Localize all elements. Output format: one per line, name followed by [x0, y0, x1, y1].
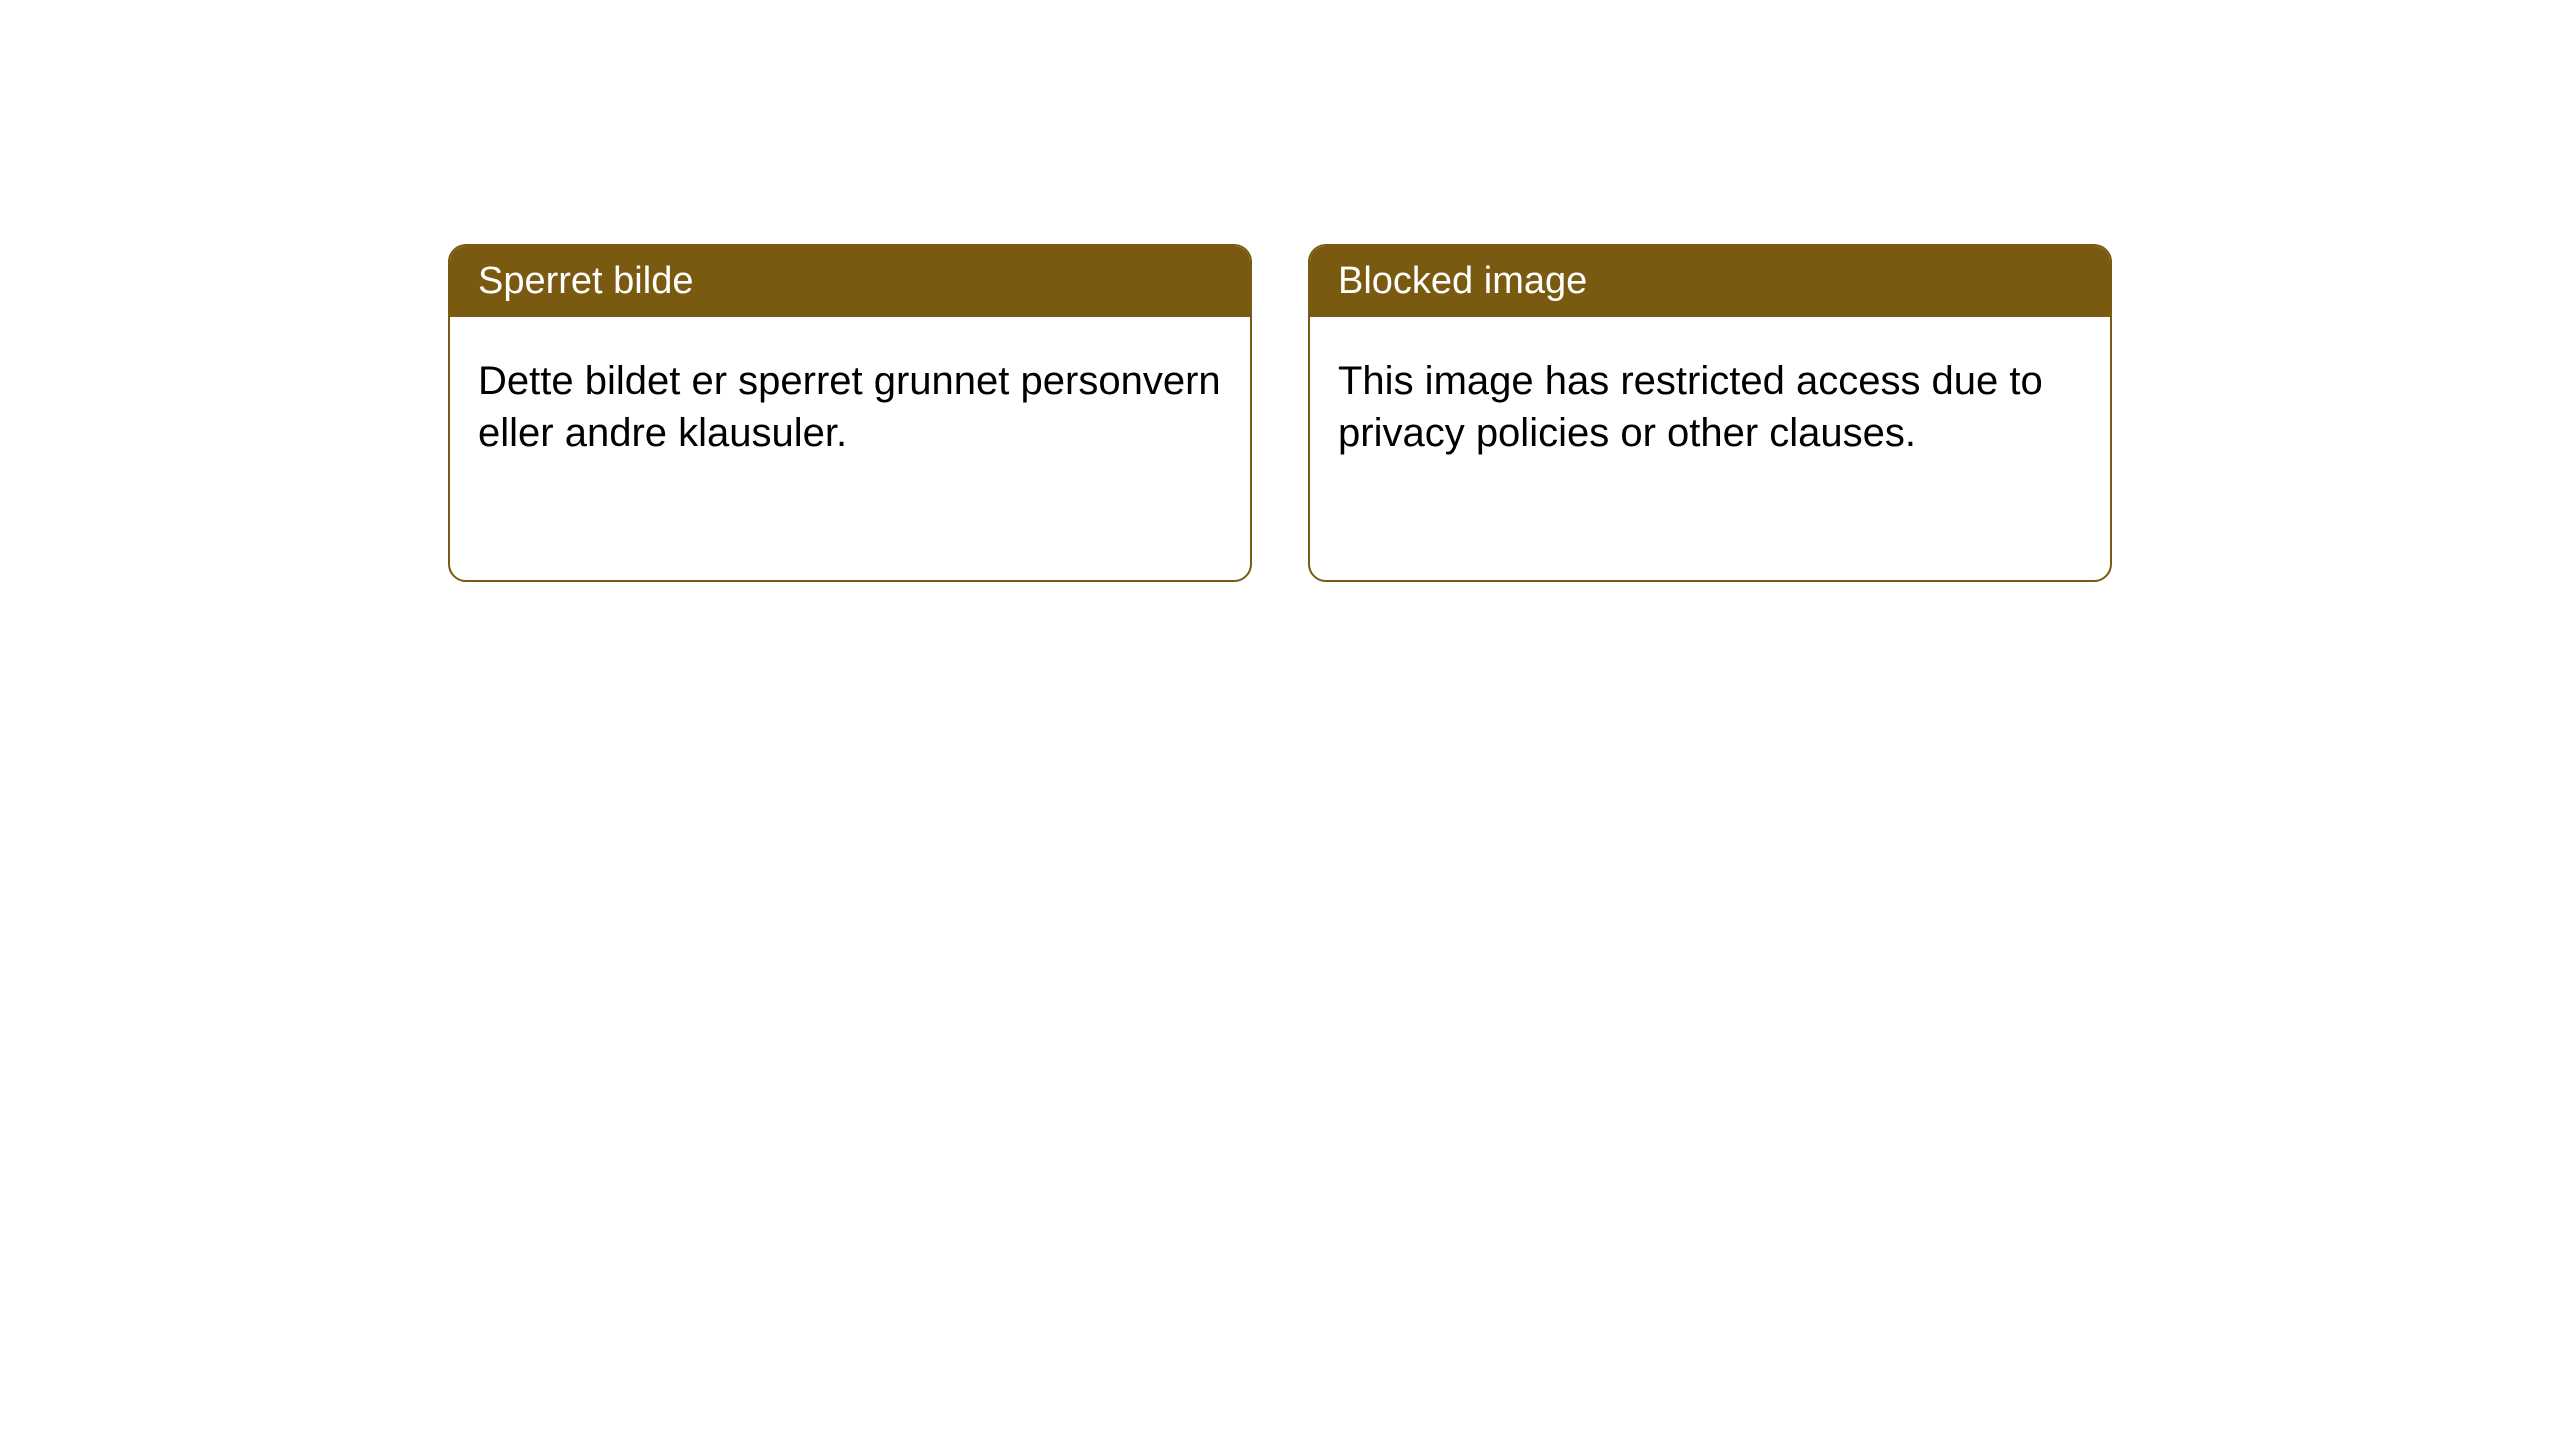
- notice-body: This image has restricted access due to …: [1310, 317, 2110, 497]
- notice-card-english: Blocked image This image has restricted …: [1308, 244, 2112, 582]
- notice-card-norwegian: Sperret bilde Dette bildet er sperret gr…: [448, 244, 1252, 582]
- notice-header: Blocked image: [1310, 246, 2110, 317]
- notice-title: Blocked image: [1338, 260, 1587, 302]
- notice-title: Sperret bilde: [478, 260, 693, 302]
- notice-text: Dette bildet er sperret grunnet personve…: [478, 359, 1221, 455]
- notice-body: Dette bildet er sperret grunnet personve…: [450, 317, 1250, 497]
- notice-text: This image has restricted access due to …: [1338, 359, 2043, 455]
- notice-header: Sperret bilde: [450, 246, 1250, 317]
- notice-container: Sperret bilde Dette bildet er sperret gr…: [0, 0, 2560, 582]
